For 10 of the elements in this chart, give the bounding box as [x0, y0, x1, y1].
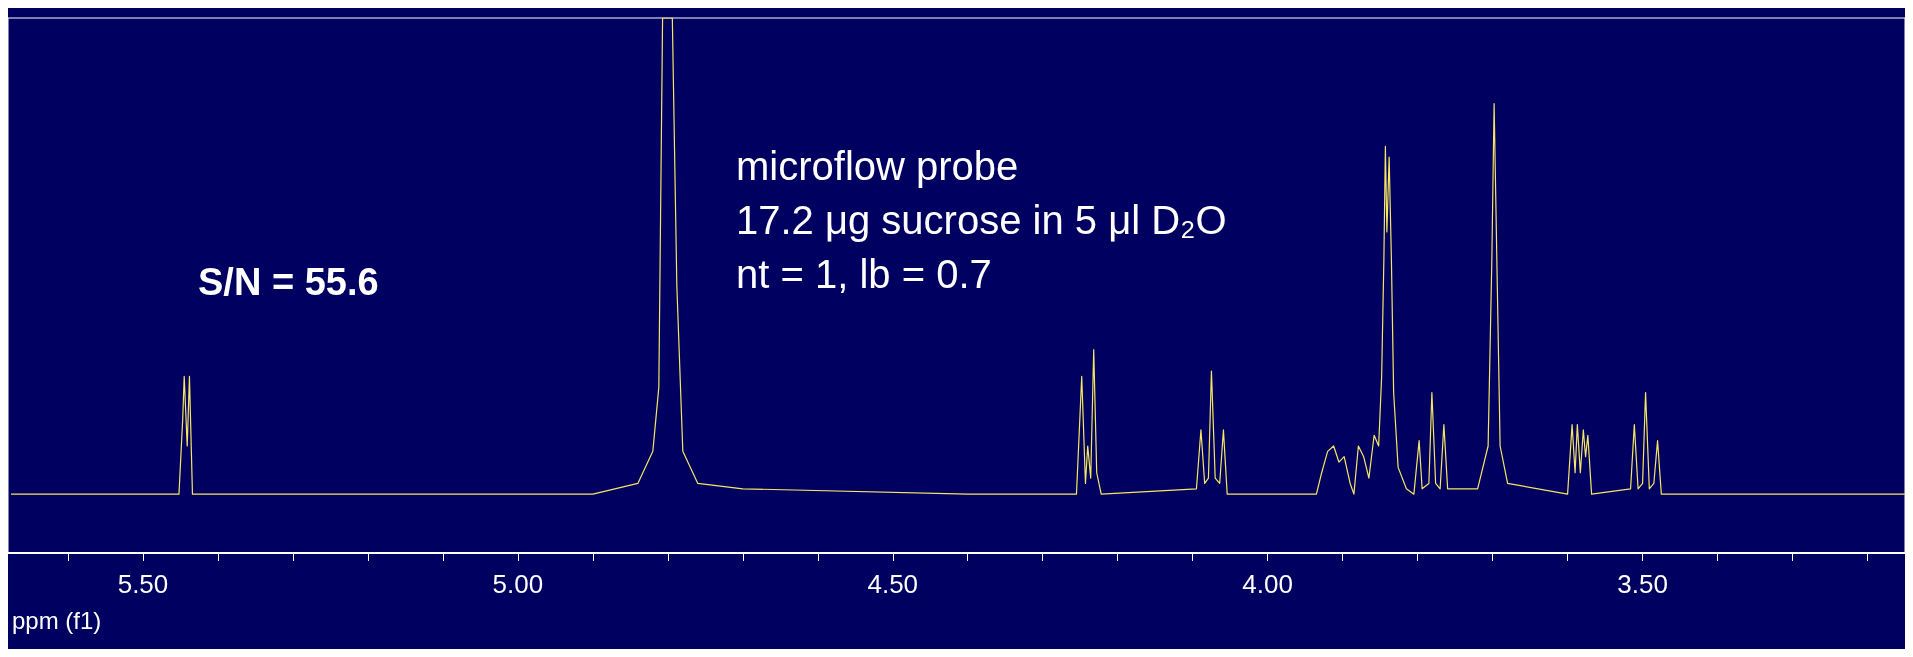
x-tick-label: 4.50	[867, 569, 919, 599]
x-tick-label: 5.00	[492, 569, 544, 599]
annotation: 17.2 μg sucrose in 5 μl D₂O	[736, 198, 1227, 242]
x-tick-label: 3.50	[1617, 569, 1668, 599]
annotation: nt = 1, lb = 0.7	[736, 252, 992, 296]
annotation: S/N = 55.6	[198, 261, 379, 303]
x-tick-label: 5.50	[117, 569, 169, 599]
x-axis-title: ppm (f1)	[12, 606, 102, 634]
x-tick-label: 4.00	[1242, 569, 1293, 599]
annotation: microflow probe	[736, 144, 1019, 188]
